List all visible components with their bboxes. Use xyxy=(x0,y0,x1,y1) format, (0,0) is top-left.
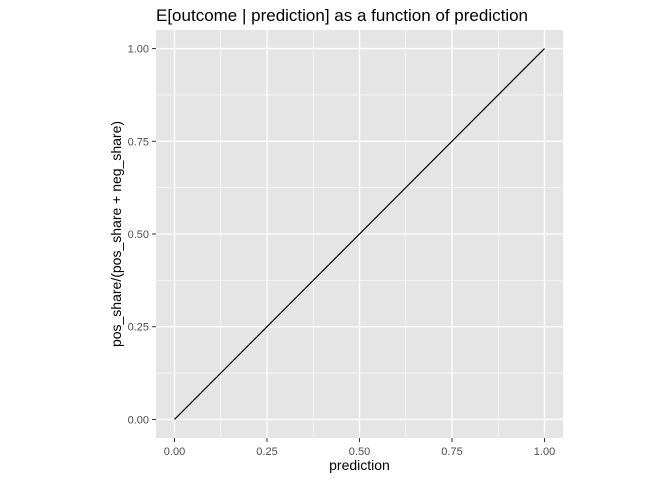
y-tick-label: 1.00 xyxy=(128,44,149,56)
y-axis: 0.00 0.25 0.50 0.75 1.00 xyxy=(128,44,156,426)
x-tick-label: 0.50 xyxy=(349,446,370,458)
y-tick-label: 0.50 xyxy=(128,229,149,241)
x-axis-title: prediction xyxy=(329,457,390,473)
x-tick-label: 1.00 xyxy=(534,446,555,458)
x-tick-label: 0.25 xyxy=(256,446,277,458)
y-tick-label: 0.25 xyxy=(128,322,149,334)
y-tick-label: 0.00 xyxy=(128,414,149,426)
plot-area xyxy=(156,30,563,438)
series-layer xyxy=(174,48,545,420)
x-tick-label: 0.00 xyxy=(164,446,185,458)
y-tick-label: 0.75 xyxy=(128,136,149,148)
x-axis: 0.00 0.25 0.50 0.75 1.00 xyxy=(164,438,555,458)
series-line xyxy=(174,48,545,420)
x-tick-label: 0.75 xyxy=(441,446,462,458)
y-axis-title: pos_share/(pos_share + neg_share) xyxy=(108,121,124,347)
chart-title: E[outcome | prediction] as a function of… xyxy=(156,6,528,25)
